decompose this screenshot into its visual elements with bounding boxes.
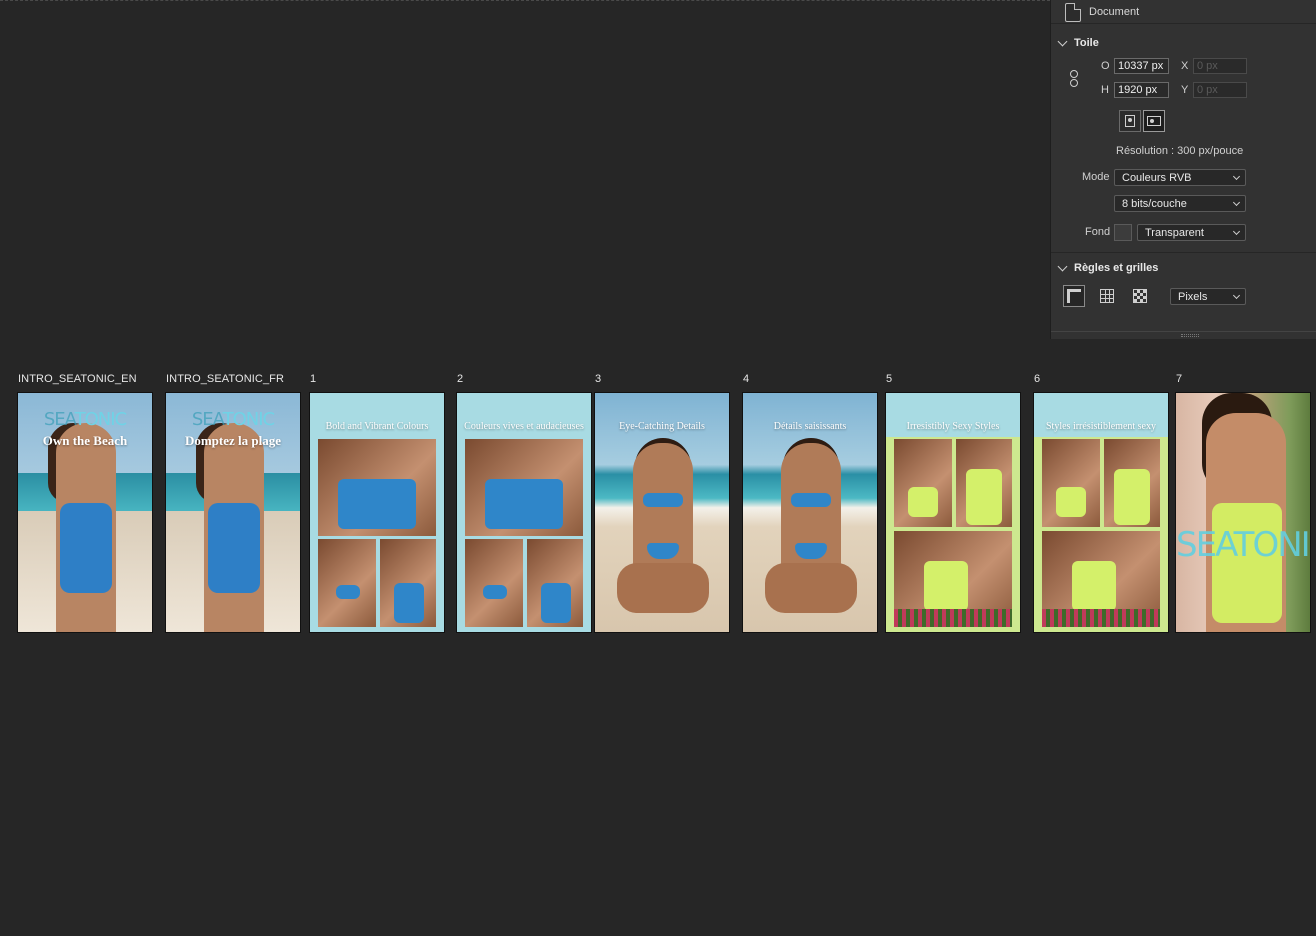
artboard-2[interactable]: Couleurs vives et audacieuses (456, 392, 592, 633)
brand-logo: SEATONIC (191, 409, 275, 430)
resolution-text: Résolution : 300 px/pouce (1116, 145, 1244, 157)
artboard-6[interactable]: Styles irrésistiblement sexy (1033, 392, 1169, 633)
height-label: H (1101, 84, 1109, 96)
artboard-label[interactable]: 6 (1034, 373, 1041, 385)
y-label: Y (1181, 84, 1189, 96)
artboard-1[interactable]: Bold and Vibrant Colours (309, 392, 445, 633)
artboard-title: Styles irrésistiblement sexy (1046, 421, 1156, 432)
divider (1051, 23, 1316, 24)
artboard-label[interactable]: 2 (457, 373, 464, 385)
swimsuit-photo (795, 543, 827, 559)
canvas-section-title: Toile (1074, 37, 1099, 49)
model-photo (781, 443, 841, 583)
units-select[interactable]: Pixels (1170, 288, 1246, 305)
artboard-title: Own the Beach (42, 433, 128, 448)
rulers-toggle[interactable] (1063, 285, 1085, 307)
artboard-intro-fr[interactable]: SEATONIC Domptez la plage (165, 392, 301, 633)
artboard-label[interactable]: 1 (310, 373, 317, 385)
photo-tile (956, 439, 1012, 527)
x-input[interactable]: 0 px (1193, 58, 1247, 74)
artboard-7[interactable]: SEATONIC (1175, 392, 1311, 633)
model-photo (765, 563, 857, 613)
chevron-down-icon (1057, 36, 1068, 46)
photo-tile (894, 531, 1012, 627)
brand-logo: SEATONIC (43, 409, 127, 430)
artboard-label[interactable]: INTRO_SEATONIC_FR (166, 373, 285, 385)
link-dimensions-icon[interactable] (1069, 70, 1079, 88)
artboard-title: Irresistibly Sexy Styles (906, 421, 1000, 432)
bit-depth-select[interactable]: 8 bits/couche (1114, 195, 1246, 212)
artboard-3[interactable]: Eye-Catching Details (594, 392, 730, 633)
width-label: O (1101, 60, 1110, 72)
artboard-label[interactable]: 4 (743, 373, 750, 385)
photo-tile (1042, 531, 1160, 627)
artboard-label[interactable]: 3 (595, 373, 602, 385)
properties-panel: Document Toile O 10337 px X 0 px H 1920 … (1050, 0, 1316, 339)
artboard-title: Bold and Vibrant Colours (325, 421, 429, 432)
ruler-icon (1067, 289, 1081, 303)
artboard-title: Détails saisissants (773, 421, 847, 432)
landscape-button[interactable] (1143, 110, 1165, 132)
artboard-title: Couleurs vives et audacieuses (464, 421, 584, 432)
artboard-label[interactable]: INTRO_SEATONIC_EN (18, 373, 137, 385)
swimsuit-photo (60, 503, 112, 593)
swimsuit-photo (208, 503, 260, 593)
background-select[interactable]: Transparent (1137, 224, 1246, 241)
artboard-title: Domptez la plage (184, 433, 282, 448)
canvas-top-edge (0, 0, 1050, 1)
artboard-label[interactable]: 7 (1176, 373, 1183, 385)
photo-tile (318, 439, 436, 536)
photo-tile (527, 539, 583, 627)
portrait-button[interactable] (1119, 110, 1141, 132)
brand-logo: SEATONIC (1176, 525, 1310, 565)
document-label: Document (1089, 6, 1140, 18)
mode-select[interactable]: Couleurs RVB (1114, 169, 1246, 186)
swimsuit-photo (791, 493, 831, 507)
model-photo (617, 563, 709, 613)
photo-tile (465, 539, 523, 627)
document-icon (1065, 2, 1081, 22)
swimsuit-photo (647, 543, 679, 559)
photo-tile (380, 539, 436, 627)
background-label: Fond (1085, 226, 1111, 238)
photo-tile (1104, 439, 1160, 527)
width-input[interactable]: 10337 px (1114, 58, 1169, 74)
rulers-section-title: Règles et grilles (1074, 262, 1159, 274)
background-color-swatch[interactable] (1114, 224, 1132, 241)
photo-tile (318, 539, 376, 627)
chevron-down-icon (1057, 261, 1068, 271)
model-photo (633, 443, 693, 583)
y-input[interactable]: 0 px (1193, 82, 1247, 98)
height-input[interactable]: 1920 px (1114, 82, 1169, 98)
swimsuit-photo (643, 493, 683, 507)
artboard-5[interactable]: Irresistibly Sexy Styles (885, 392, 1021, 633)
canvas-section-header[interactable]: Toile (1057, 36, 1099, 49)
photo-tile (1042, 439, 1100, 527)
artboard-title: Eye-Catching Details (619, 421, 705, 432)
artboard-intro-en[interactable]: SEATONIC Own the Beach (17, 392, 153, 633)
photo-tile (894, 439, 952, 527)
divider (1051, 252, 1316, 253)
rulers-section-header[interactable]: Règles et grilles (1057, 261, 1159, 274)
transparency-icon (1133, 289, 1147, 303)
mode-label: Mode (1082, 171, 1110, 183)
transparency-grid-toggle[interactable] (1129, 285, 1151, 307)
landscape-icon (1147, 116, 1161, 126)
portrait-icon (1125, 115, 1135, 127)
artboard-label[interactable]: 5 (886, 373, 893, 385)
x-label: X (1181, 60, 1189, 72)
divider (1051, 331, 1316, 332)
panel-resize-grip[interactable] (1181, 334, 1199, 337)
swimsuit-photo (1212, 503, 1282, 623)
grid-toggle[interactable] (1096, 285, 1118, 307)
document-row[interactable]: Document (1065, 2, 1139, 22)
artboard-4[interactable]: Détails saisissants (742, 392, 878, 633)
photo-tile (465, 439, 583, 536)
grid-icon (1100, 289, 1114, 303)
